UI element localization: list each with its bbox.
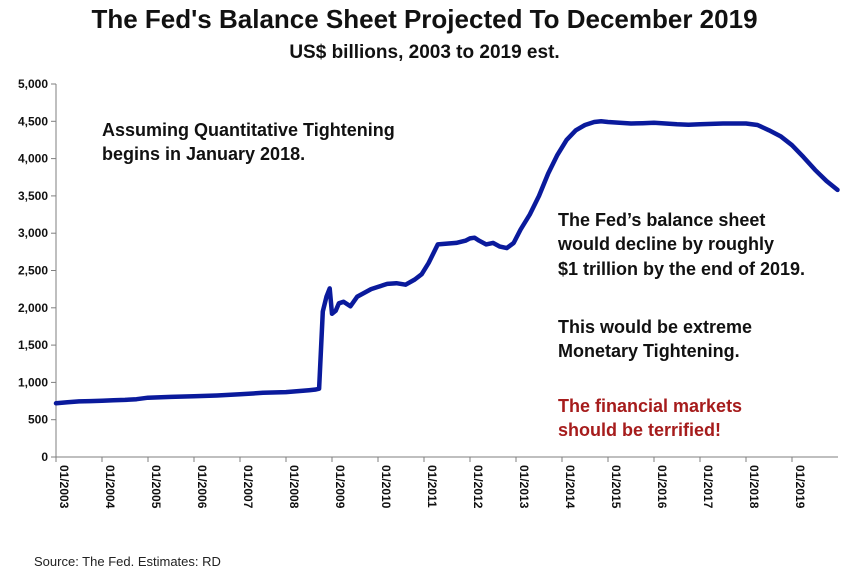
annotation-line: This would be extreme [558,317,753,337]
source-note: Source: The Fed. Estimates: RD [34,554,221,569]
x-tick-label: 01/2013 [517,465,531,509]
y-tick-label: 500 [28,413,48,427]
x-tick-label: 01/2014 [563,465,577,509]
x-tick-label: 01/2012 [471,465,485,509]
annotation-line: begins in January 2018. [102,144,306,165]
x-tick-label: 01/2007 [241,465,255,509]
x-tick-label: 01/2016 [655,465,669,509]
x-tick-label: 01/2015 [609,465,623,509]
annotation-line: would decline by roughly [558,234,775,255]
x-tick-label: 01/2005 [149,465,163,509]
annotation-qt-assumption: Assuming Quantitative Tightening begins … [102,118,395,167]
y-tick-label: 2,500 [18,264,48,278]
x-tick-label: 01/2009 [333,465,347,509]
x-tick-label: 01/2006 [195,465,209,509]
x-tick-label: 01/2017 [701,465,715,509]
x-tick-label: 01/2008 [287,465,301,509]
annotation-line: The financial markets [558,396,743,416]
y-tick-label: 2,000 [18,301,48,315]
annotation-line: Monetary Tightening. [558,341,740,362]
x-tick-label: 01/2011 [425,465,439,508]
y-tick-label: 1,500 [18,338,48,352]
x-tick-label: 01/2019 [793,465,807,509]
annotation-markets-terrified: The financial markets should be terrifie… [558,394,742,443]
y-tick-label: 4,500 [18,114,48,128]
x-tick-label: 01/2004 [103,465,117,509]
annotation-line: The Fed’s balance sheet [558,210,766,230]
y-tick-label: 3,000 [18,226,48,240]
y-tick-label: 4,000 [18,152,48,166]
annotation-line: should be terrified! [558,420,722,441]
y-tick-label: 0 [41,450,48,464]
annotation-decline: The Fed’s balance sheet would decline by… [558,208,805,281]
series-line-fed-balance-sheet [53,119,840,406]
x-tick-label: 01/2003 [57,465,71,509]
y-tick-label: 5,000 [18,77,48,91]
chart-subtitle: US$ billions, 2003 to 2019 est. [289,42,560,63]
chart-title: The Fed's Balance Sheet Projected To Dec… [91,4,758,34]
x-tick-label: 01/2010 [379,465,393,509]
y-tick-label: 1,000 [18,375,48,389]
x-tick-label: 01/2018 [747,465,761,509]
y-tick-label: 3,500 [18,189,48,203]
annotation-line: Assuming Quantitative Tightening [102,120,395,140]
annotation-extreme-tightening: This would be extreme Monetary Tightenin… [558,315,752,364]
annotation-line: $1 trillion by the end of 2019. [558,258,806,279]
